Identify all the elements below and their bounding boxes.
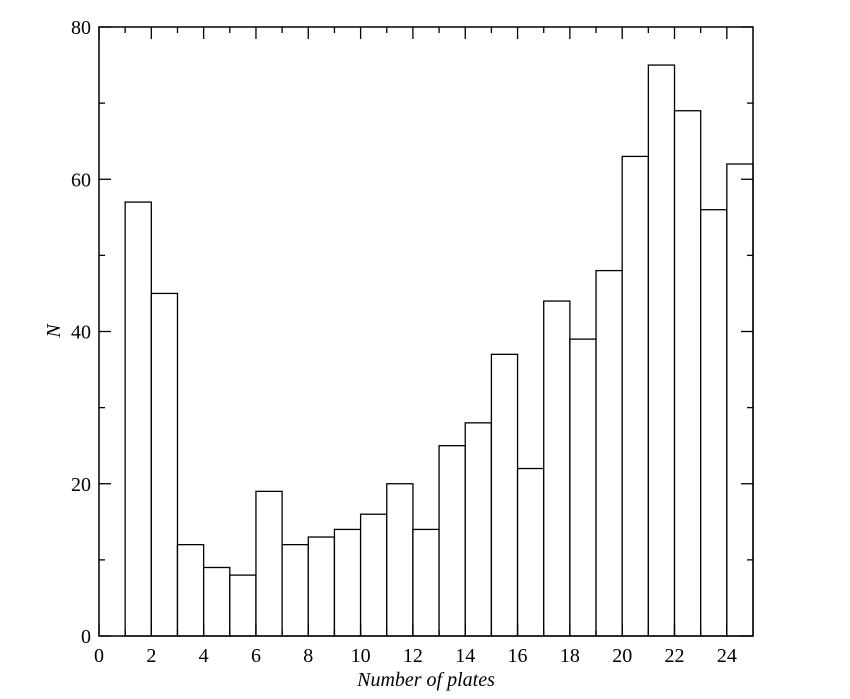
bar — [673, 110, 702, 637]
x-tick-label: 10 — [351, 645, 371, 667]
bar — [595, 269, 623, 637]
x-tick-label: 16 — [508, 645, 528, 667]
bar — [621, 155, 650, 637]
bar — [569, 338, 597, 637]
bar — [359, 513, 388, 637]
bar — [464, 422, 493, 637]
bar — [490, 353, 519, 637]
y-tick-label: 40 — [71, 322, 91, 344]
y-tick-label: 60 — [71, 169, 91, 191]
bar — [176, 544, 205, 637]
x-tick-label: 20 — [612, 645, 632, 667]
bar — [124, 201, 152, 637]
bar — [255, 490, 283, 637]
x-tick-label: 22 — [665, 645, 685, 667]
bar — [412, 528, 440, 637]
y-tick-label: 80 — [71, 17, 91, 39]
bar — [202, 566, 231, 637]
bar — [150, 292, 179, 637]
bar — [281, 544, 309, 637]
bar — [307, 536, 336, 637]
x-tick-label: 6 — [251, 645, 261, 667]
bar — [543, 300, 571, 637]
x-tick-label: 14 — [455, 645, 475, 667]
x-tick-label: 24 — [717, 645, 737, 667]
bar — [386, 483, 414, 637]
bar — [229, 574, 257, 637]
y-tick-label: 20 — [71, 474, 91, 496]
x-tick-label: 12 — [403, 645, 423, 667]
bar — [726, 163, 754, 637]
bar — [333, 528, 362, 637]
y-axis-label: N — [43, 323, 65, 339]
y-tick-label: 0 — [81, 626, 91, 648]
x-tick-label: 2 — [146, 645, 156, 667]
bar — [516, 467, 545, 637]
bar — [700, 209, 728, 637]
bar — [647, 64, 676, 637]
bar — [438, 445, 466, 637]
x-tick-label: 18 — [560, 645, 580, 667]
x-tick-label: 8 — [303, 645, 313, 667]
x-tick-label: 4 — [199, 645, 209, 667]
x-tick-label: 0 — [94, 645, 104, 667]
x-axis-label: Number of plates — [356, 669, 495, 691]
